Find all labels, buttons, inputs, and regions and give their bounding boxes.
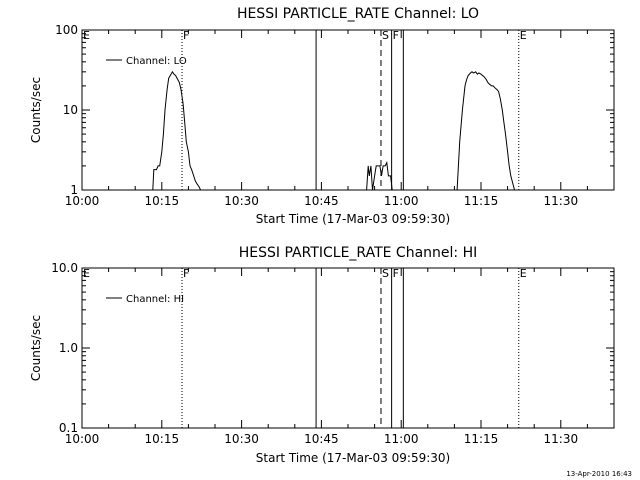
x-tick-label: 10:15 (145, 194, 180, 208)
x-tick-label: 10:30 (224, 432, 259, 446)
x-tick-label: 11:30 (544, 194, 579, 208)
marker-label-e: E (520, 267, 527, 280)
x-axis-label: Start Time (17-Mar-03 09:59:30) (256, 451, 450, 465)
x-axis-label: Start Time (17-Mar-03 09:59:30) (256, 212, 450, 226)
y-tick-label: 100 (55, 23, 78, 37)
y-axis-label: Counts/sec (29, 77, 43, 143)
marker-label-e: E (520, 29, 527, 42)
y-axis-label: Counts/sec (29, 315, 43, 381)
y-tick-label: 0.1 (59, 421, 78, 435)
legend-label: Channel: HI (126, 294, 184, 305)
panel-2: HESSI PARTICLE_RATE Channel: HIE F S F E10:0… (29, 245, 615, 465)
x-tick-label: 10:15 (145, 432, 180, 446)
legend-label: Channel: LO (126, 56, 187, 67)
x-tick-label: 10:45 (304, 432, 339, 446)
x-tick-label: 10:00 (65, 432, 100, 446)
series-line-segment-1 (152, 70, 202, 191)
series-line-segment-3 (456, 71, 515, 191)
y-tick-label: 10 (63, 103, 78, 117)
panel-1: HESSI PARTICLE_RATE Channel: LOE F S F E10:0… (29, 6, 615, 226)
chart-title: HESSI PARTICLE_RATE Channel: LO (237, 6, 479, 22)
chart-title: HESSI PARTICLE_RATE Channel: HI (239, 245, 477, 261)
marker-label-f: F (393, 29, 399, 42)
y-tick-label: 10.0 (51, 261, 78, 275)
marker-label-f: F (183, 267, 189, 280)
marker-label-s: S (382, 267, 389, 280)
x-tick-label: 11:00 (384, 432, 419, 446)
x-tick-label: 10:30 (224, 194, 259, 208)
marker-label-f: F (393, 267, 399, 280)
y-tick-label: 1.0 (59, 341, 78, 355)
marker-label-s: S (382, 29, 389, 42)
x-tick-label: 10:00 (65, 194, 100, 208)
series-line-segment-2 (366, 160, 393, 191)
x-tick-label: 10:45 (304, 194, 339, 208)
footer-timestamp: 13-Apr-2010 16:43 (566, 470, 632, 478)
x-tick-label: 11:00 (384, 194, 419, 208)
marker-label-f: F (183, 29, 189, 42)
plot-frame (81, 29, 615, 191)
x-tick-label: 11:15 (464, 432, 499, 446)
x-tick-label: 11:30 (544, 432, 579, 446)
marker-label-e: E (83, 29, 90, 42)
x-tick-label: 11:15 (464, 194, 499, 208)
plot-frame (81, 267, 615, 429)
y-tick-label: 1 (70, 183, 78, 197)
marker-label-e: E (83, 267, 90, 280)
